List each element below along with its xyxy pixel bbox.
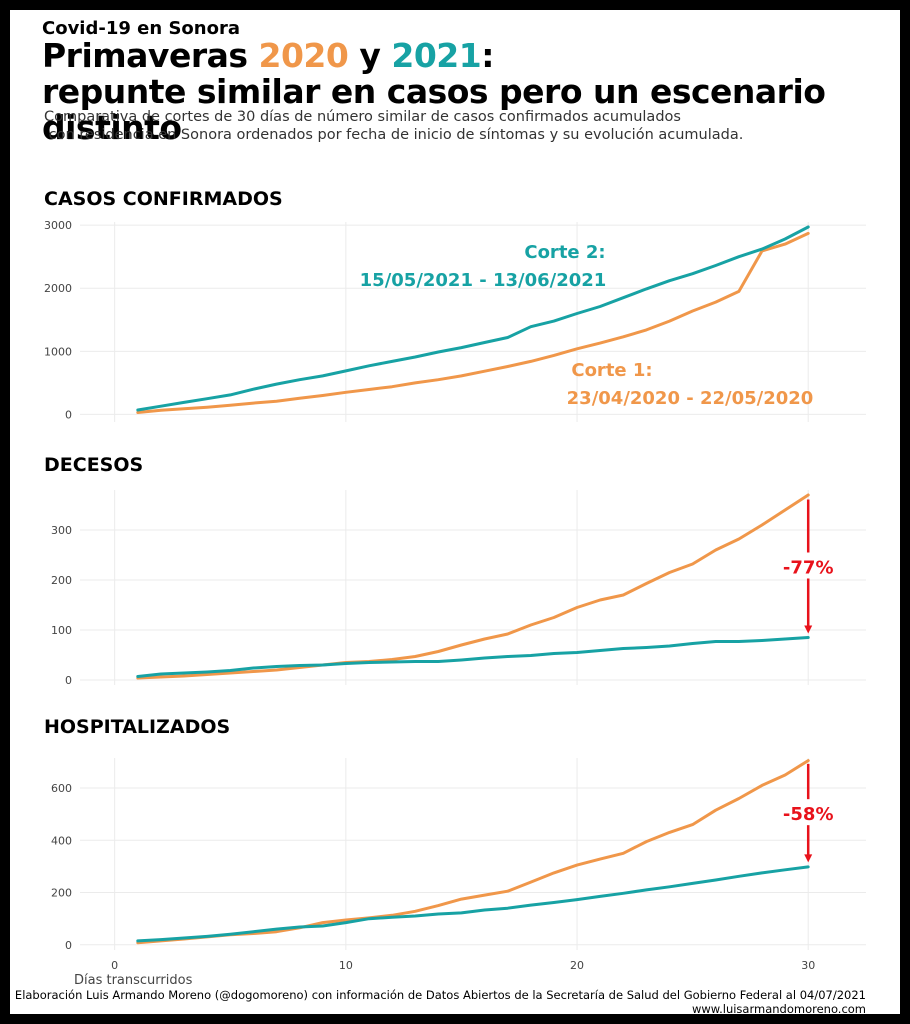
annotation-corte1-label: Corte 1:: [571, 360, 652, 381]
y-tick-label: 300: [51, 524, 72, 537]
x-axis-label: Días transcurridos: [74, 973, 193, 988]
y-tick-label: 0: [65, 408, 72, 421]
x-tick-label: 0: [111, 959, 118, 972]
change-arrow-head: [804, 854, 813, 863]
title-text-1: Primaveras: [42, 36, 259, 75]
annotation-corte2-label: Corte 2:: [524, 242, 605, 263]
change-arrow-head: [804, 625, 813, 634]
kicker: Covid-19 en Sonora: [42, 18, 240, 39]
footer-credit: Elaboración Luis Armando Moreno (@dogomo…: [14, 988, 866, 1002]
y-tick-label: 200: [51, 574, 72, 587]
y-tick-label: 0: [65, 939, 72, 952]
figure-subtitle: Comparativa de cortes de 30 días de núme…: [44, 108, 864, 144]
figure-title: Primaveras 2020 y 2021: repunte similar …: [42, 38, 900, 146]
title-year-2020: 2020: [258, 36, 349, 75]
series-line-corte1: [136, 231, 810, 414]
subtitle-line-2: con residencia en Sonora ordenados por f…: [44, 127, 744, 143]
y-tick-label: 100: [51, 624, 72, 637]
x-tick-label: 10: [339, 959, 353, 972]
y-tick-label: 2000: [44, 282, 72, 295]
y-tick-label: 1000: [44, 345, 72, 358]
x-tick-label: 20: [570, 959, 584, 972]
y-tick-label: 0: [65, 674, 72, 687]
change-label: -77%: [783, 558, 834, 579]
change-label: -58%: [783, 804, 834, 825]
series-line-corte2: [136, 225, 810, 412]
series-line-corte2: [136, 636, 810, 678]
annotation-corte1-dates: 23/04/2020 - 22/05/2020: [567, 388, 814, 409]
series-line-corte2: [136, 865, 810, 943]
y-tick-label: 600: [51, 782, 72, 795]
panel-title-decesos: DECESOS: [44, 454, 144, 476]
series-line-corte1: [136, 759, 810, 945]
panel-title-hospitalizados: HOSPITALIZADOS: [44, 716, 231, 738]
footer-url[interactable]: www.luisarmandomoreno.com: [691, 1002, 866, 1016]
panel-title-casos: CASOS CONFIRMADOS: [44, 188, 283, 210]
y-tick-label: 3000: [44, 219, 72, 232]
annotation-corte2-dates: 15/05/2021 - 13/06/2021: [360, 270, 607, 291]
figure-frame: Covid-19 en Sonora Primaveras 2020 y 202…: [10, 10, 900, 1016]
title-text-2: y: [348, 36, 392, 75]
change-label-bg: [778, 552, 839, 579]
title-year-2021: 2021: [391, 36, 482, 75]
title-text-3: :: [481, 36, 494, 75]
x-tick-label: 30: [801, 959, 815, 972]
change-label-bg: [778, 799, 839, 826]
y-tick-label: 200: [51, 887, 72, 900]
title-line-2: repunte similar en casos pero un escenar…: [42, 72, 826, 147]
footer: Elaboración Luis Armando Moreno (@dogomo…: [15, 988, 866, 1016]
y-tick-label: 400: [51, 834, 72, 847]
subtitle-line-1: Comparativa de cortes de 30 días de núme…: [44, 109, 681, 125]
series-line-corte1: [136, 493, 810, 680]
